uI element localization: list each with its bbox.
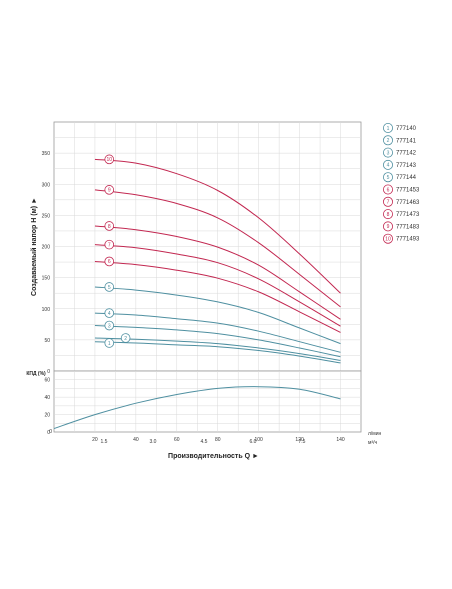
x-tick-label-lmin: 0 xyxy=(49,429,52,435)
legend-label: 7771493 xyxy=(396,237,420,243)
x-tick-label-m3h: 3.0 xyxy=(150,439,157,445)
series-marker-number-1: 1 xyxy=(108,341,111,347)
head-y-tick-label: 350 xyxy=(42,151,51,157)
head-y-tick-label: 50 xyxy=(44,338,50,344)
legend-marker-2 xyxy=(382,135,393,146)
series-marker-number-7: 7 xyxy=(108,242,111,248)
x-tick-label-lmin: 100 xyxy=(254,437,263,443)
series-marker-number-2: 2 xyxy=(124,336,127,342)
legend-label: 7771453 xyxy=(396,188,420,194)
head-series-line-5 xyxy=(94,286,341,345)
legend-marker-number: 4 xyxy=(387,163,390,169)
head-y-tick-label: 250 xyxy=(42,213,51,219)
head-y-tick-label: 150 xyxy=(42,276,51,282)
series-marker-4 xyxy=(104,308,115,318)
legend-marker-number: 9 xyxy=(387,224,390,230)
legend-marker-number: 3 xyxy=(387,150,390,156)
x-tick-label-lmin: 80 xyxy=(215,437,221,443)
legend-label: 777144 xyxy=(396,175,417,181)
legend-marker-4 xyxy=(382,159,393,170)
legend-marker-6 xyxy=(382,184,393,195)
legend-marker-5 xyxy=(382,172,393,183)
series-marker-3 xyxy=(104,320,115,331)
efficiency-y-tick-label: 20 xyxy=(44,413,50,419)
series-marker-8 xyxy=(104,221,115,231)
x-unit-lmin: л/мин xyxy=(368,431,382,437)
legend-marker-number: 6 xyxy=(387,187,390,193)
legend-marker-number: 1 xyxy=(387,126,390,132)
legend-marker-8 xyxy=(382,209,393,220)
series-marker-7 xyxy=(104,239,115,250)
legend-marker-9 xyxy=(382,221,393,232)
series-marker-number-5: 5 xyxy=(108,285,111,291)
series-marker-number-8: 8 xyxy=(108,224,111,230)
head-y-axis-label: Создаваемый напор H (м) ► xyxy=(30,197,38,296)
head-y-tick-label: 0 xyxy=(47,369,50,375)
legend-marker-3 xyxy=(382,147,393,158)
x-tick-label-m3h: 1.5 xyxy=(101,439,108,445)
x-axis-label: Производительность Q ► xyxy=(168,453,259,460)
head-series-line-8 xyxy=(94,225,341,320)
x-tick-label-lmin: 140 xyxy=(336,437,345,443)
head-series-line-10 xyxy=(94,158,341,294)
x-tick-label-m3h: 4.5 xyxy=(201,439,208,445)
head-series-line-1 xyxy=(94,341,341,364)
legend-marker-7 xyxy=(382,196,393,207)
series-marker-number-3: 3 xyxy=(108,323,111,329)
head-series-line-3 xyxy=(94,325,341,358)
legend-marker-number: 2 xyxy=(387,138,390,144)
x-unit-m3h: м³/ч xyxy=(368,440,377,446)
series-marker-number-10: 10 xyxy=(106,157,112,163)
head-y-tick-label: 200 xyxy=(42,245,51,251)
legend-label: 777140 xyxy=(396,126,417,132)
legend-label: 777143 xyxy=(396,163,417,169)
legend-marker-number: 10 xyxy=(385,237,391,243)
efficiency-line xyxy=(53,386,341,429)
legend-label: 777142 xyxy=(396,151,417,157)
series-marker-6 xyxy=(104,256,115,267)
efficiency-y-axis-label: КПД (%) xyxy=(26,371,46,377)
series-marker-1 xyxy=(104,338,115,348)
efficiency-plot-frame xyxy=(53,370,362,433)
series-marker-number-9: 9 xyxy=(108,188,111,194)
efficiency-y-tick-label: 0 xyxy=(47,430,50,436)
head-series-line-4 xyxy=(94,312,341,353)
head-y-tick-label: 300 xyxy=(42,182,51,188)
series-marker-number-6: 6 xyxy=(108,259,111,265)
series-marker-10 xyxy=(104,154,115,165)
head-series-line-9 xyxy=(94,189,341,308)
series-marker-9 xyxy=(104,185,115,195)
x-tick-label-m3h: 7.5 xyxy=(299,439,306,445)
x-tick-label-m3h: 6.0 xyxy=(250,439,257,445)
legend-label: 7771463 xyxy=(396,200,420,206)
head-series-line-7 xyxy=(94,244,341,327)
head-series-line-2 xyxy=(94,337,341,361)
efficiency-y-tick-label: 40 xyxy=(44,395,50,401)
legend-marker-1 xyxy=(382,123,393,134)
legend-label: 777141 xyxy=(396,138,417,144)
legend-label: 7771483 xyxy=(396,224,420,230)
series-marker-2 xyxy=(120,333,131,343)
series-marker-number-4: 4 xyxy=(108,311,111,317)
legend-marker-10 xyxy=(382,233,393,244)
efficiency-y-tick-label: 60 xyxy=(44,378,50,384)
x-tick-label-lmin: 120 xyxy=(295,437,304,443)
legend-marker-number: 7 xyxy=(387,200,390,206)
legend-marker-number: 5 xyxy=(387,175,390,181)
legend-label: 7771473 xyxy=(396,212,420,218)
x-tick-label-lmin: 20 xyxy=(92,437,98,443)
head-y-tick-label: 100 xyxy=(42,307,51,313)
series-marker-5 xyxy=(104,282,115,292)
x-tick-label-lmin: 60 xyxy=(174,437,180,443)
x-tick-label-lmin: 40 xyxy=(133,437,139,443)
head-series-line-6 xyxy=(94,260,341,333)
legend-marker-number: 8 xyxy=(387,212,390,218)
